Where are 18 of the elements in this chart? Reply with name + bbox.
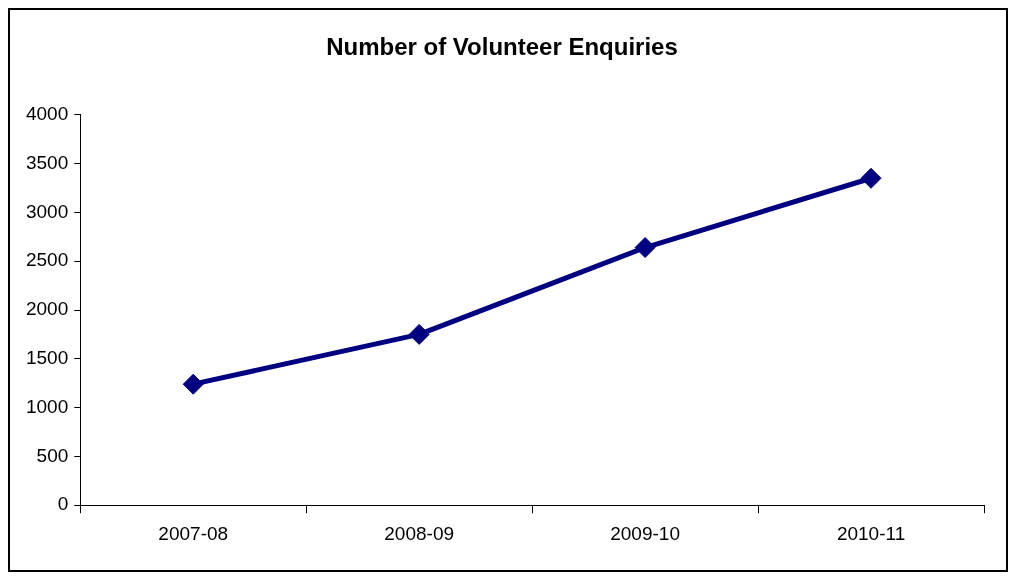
y-tick-label: 4000 <box>25 103 69 125</box>
point <box>182 373 204 395</box>
y-tick-label: 500 <box>36 444 69 466</box>
x-tick-label: 2009-10 <box>610 522 680 544</box>
y-tick-label: 2500 <box>25 249 69 271</box>
x-tick-label: 2010-11 <box>836 522 906 544</box>
y-tick-label: 1000 <box>25 395 69 417</box>
y-tick-label: 0 <box>57 493 69 515</box>
chart-title: Number of Volunteer Enquiries <box>326 33 678 61</box>
y-tick-label: 2000 <box>25 298 69 320</box>
point <box>860 167 882 189</box>
y-tick-label: 3000 <box>25 200 69 222</box>
point <box>634 237 656 259</box>
x-tick-label: 2008-09 <box>384 522 455 544</box>
point <box>408 323 430 345</box>
y-tick-label: 1500 <box>25 347 69 369</box>
y-tick-label: 3500 <box>25 151 69 173</box>
x-tick-label: 2007-08 <box>158 522 229 544</box>
